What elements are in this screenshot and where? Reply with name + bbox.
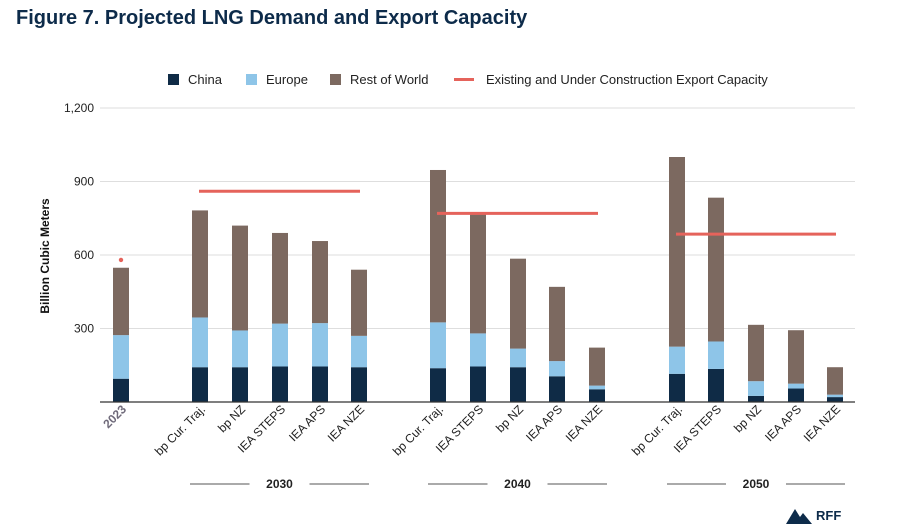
- x-tick-label: bp NZ: [493, 402, 526, 435]
- bar-segment-europe: [272, 323, 288, 367]
- x-tick-label: IEA APS: [286, 402, 328, 444]
- x-tick-label: IEA NZE: [801, 402, 843, 444]
- bar-segment-europe: [788, 383, 804, 389]
- x-tick-label: IEA APS: [523, 402, 565, 444]
- bar-segment-rest-of-world: [232, 225, 248, 331]
- capacity-marker-2023: [118, 257, 124, 263]
- bar-segment-europe: [589, 385, 605, 390]
- x-tick-label: IEA NZE: [563, 402, 605, 444]
- bar-segment-europe: [113, 335, 129, 379]
- bar-segment-china: [510, 367, 526, 402]
- x-tick-label: bp NZ: [215, 402, 248, 435]
- bar-segment-china: [232, 367, 248, 402]
- bar-segment-europe: [470, 333, 486, 367]
- y-tick-label: 900: [74, 175, 94, 189]
- bar-segment-europe: [192, 317, 208, 368]
- bar-segment-rest-of-world: [113, 267, 129, 336]
- bar-segment-china: [430, 368, 446, 402]
- legend-swatch-capacity: [454, 78, 474, 81]
- bar-segment-rest-of-world: [708, 197, 724, 342]
- bar-segment-rest-of-world: [510, 258, 526, 349]
- bar-segment-china: [589, 389, 605, 402]
- bar-segment-rest-of-world: [470, 214, 486, 334]
- legend-swatch-europe: [246, 74, 257, 85]
- bar-segment-rest-of-world: [748, 324, 764, 382]
- bar-segment-china: [312, 366, 328, 402]
- x-tick-label: IEA NZE: [325, 402, 367, 444]
- bar-segment-europe: [312, 323, 328, 367]
- y-axis-label: Billion Cubic Meters: [38, 198, 52, 314]
- x-tick-label: bp Cur. Traj.: [152, 402, 208, 458]
- legend-item-rest-of-world: Rest of World: [330, 72, 429, 87]
- legend-label-europe: Europe: [266, 72, 308, 87]
- bar-segment-china: [470, 366, 486, 402]
- legend-swatch-rest-of-world: [330, 74, 341, 85]
- bar-segment-rest-of-world: [272, 232, 288, 324]
- bar-segment-europe: [549, 361, 565, 377]
- bar-segment-europe: [669, 346, 685, 374]
- bar-segment-china: [708, 368, 724, 402]
- bar-segment-china: [351, 367, 367, 402]
- bar-segment-rest-of-world: [589, 347, 605, 386]
- group-label: 2050: [743, 477, 770, 491]
- bar-segment-rest-of-world: [827, 367, 843, 395]
- group-label: 2040: [504, 477, 531, 491]
- bar-segment-europe: [351, 335, 367, 368]
- bar-segment-europe: [510, 348, 526, 368]
- bar-segment-rest-of-world: [549, 286, 565, 362]
- bar-segment-europe: [827, 394, 843, 398]
- group-label: 2030: [266, 477, 293, 491]
- bar-segment-europe: [708, 341, 724, 369]
- x-tick-label: IEA APS: [762, 402, 804, 444]
- logo-text: RFF: [816, 507, 842, 523]
- bar-segment-china: [827, 397, 843, 402]
- bar-segment-china: [113, 378, 129, 402]
- y-tick-label: 300: [74, 322, 94, 336]
- y-tick-label: 1,200: [64, 101, 94, 115]
- legend-label-rest-of-world: Rest of World: [350, 72, 429, 87]
- bar-segment-china: [272, 366, 288, 402]
- rff-mountain-icon: [786, 509, 812, 524]
- bar-segment-china: [192, 367, 208, 402]
- bar-segment-china: [669, 373, 685, 402]
- legend-swatch-china: [168, 74, 179, 85]
- bar-segment-europe: [232, 330, 248, 368]
- x-tick-label: bp NZ: [731, 402, 764, 435]
- bar-segment-rest-of-world: [351, 269, 367, 336]
- x-tick-label-year: 2023: [100, 402, 129, 431]
- bar-segment-china: [549, 376, 565, 402]
- rff-logo: RFF: [786, 506, 841, 524]
- legend-label-china: China: [188, 72, 222, 87]
- bar-segment-rest-of-world: [312, 241, 328, 324]
- legend-item-europe: Europe: [246, 72, 308, 87]
- bar-segment-europe: [430, 322, 446, 369]
- figure-title: Figure 7. Projected LNG Demand and Expor…: [16, 7, 528, 29]
- bar-segment-rest-of-world: [788, 330, 804, 384]
- bar-segment-china: [788, 388, 804, 402]
- bar-segment-rest-of-world: [192, 210, 208, 318]
- bar-segment-europe: [748, 381, 764, 396]
- bar-segment-rest-of-world: [430, 169, 446, 323]
- legend-item-china: China: [168, 72, 222, 87]
- y-tick-label: 600: [74, 248, 94, 262]
- bar-segment-rest-of-world: [669, 157, 685, 347]
- legend-item-capacity: Existing and Under Construction Export C…: [454, 72, 768, 87]
- legend: China Europe Rest of World Existing and …: [0, 72, 901, 92]
- legend-label-capacity: Existing and Under Construction Export C…: [486, 72, 768, 87]
- bar-segment-china: [748, 395, 764, 402]
